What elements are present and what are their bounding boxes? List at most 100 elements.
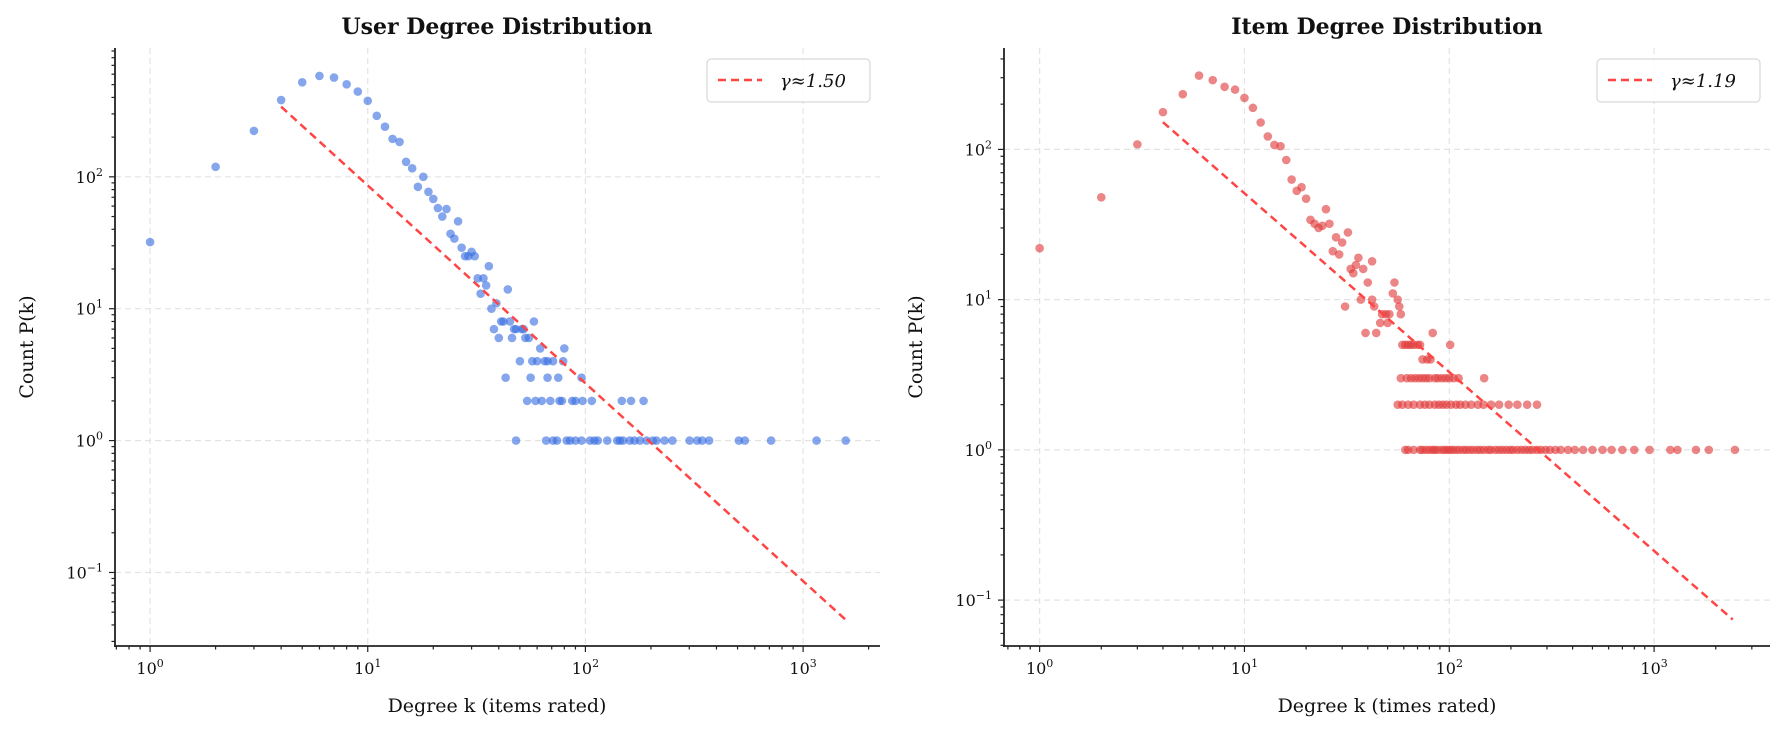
data-point bbox=[1504, 400, 1513, 409]
data-point bbox=[1479, 400, 1488, 409]
data-point bbox=[380, 122, 390, 131]
data-point bbox=[541, 436, 551, 445]
data-point bbox=[1208, 75, 1218, 85]
data-point bbox=[453, 217, 463, 226]
data-point bbox=[734, 436, 744, 445]
data-point bbox=[740, 436, 750, 445]
data-point bbox=[543, 373, 552, 382]
data-point bbox=[407, 164, 417, 173]
chart-title: User Degree Distribution bbox=[341, 14, 652, 40]
data-point bbox=[1563, 445, 1573, 455]
data-point bbox=[1194, 71, 1204, 80]
data-point bbox=[571, 396, 580, 406]
data-point bbox=[602, 436, 612, 445]
data-point bbox=[1598, 445, 1607, 455]
data-point bbox=[766, 436, 776, 445]
data-point bbox=[1281, 155, 1291, 165]
data-point bbox=[487, 304, 496, 314]
power-law-fit-line bbox=[1162, 121, 1734, 621]
data-point bbox=[529, 317, 539, 326]
data-point bbox=[428, 194, 438, 204]
data-point bbox=[1301, 194, 1311, 203]
y-tick-label: 102 bbox=[76, 166, 103, 187]
data-point bbox=[1178, 89, 1188, 99]
data-point bbox=[560, 344, 569, 353]
data-point bbox=[1666, 445, 1675, 455]
data-point bbox=[1409, 400, 1418, 409]
data-point bbox=[457, 243, 466, 253]
x-tick-label: 100 bbox=[136, 657, 163, 678]
data-point bbox=[526, 373, 535, 382]
legend: γ≈1.19 bbox=[1596, 58, 1761, 103]
data-point bbox=[578, 396, 587, 406]
data-point bbox=[519, 324, 528, 334]
plot-area: 100 101 102 103 10−1 100 101 102 bbox=[66, 48, 880, 678]
data-point bbox=[315, 71, 324, 81]
data-point bbox=[704, 436, 714, 445]
data-point bbox=[1494, 400, 1504, 409]
data-point bbox=[1297, 182, 1306, 192]
data-point bbox=[437, 212, 447, 221]
y-tick-label: 101 bbox=[965, 289, 992, 310]
data-point bbox=[1133, 140, 1142, 149]
legend-label: γ≈1.19 bbox=[1670, 71, 1736, 92]
data-point bbox=[507, 333, 517, 343]
data-point bbox=[1035, 243, 1044, 253]
plot-area: 100 101 102 103 10−1 100 101 102 bbox=[955, 48, 1770, 678]
legend-box bbox=[706, 58, 871, 103]
data-point bbox=[1096, 192, 1106, 202]
data-point bbox=[211, 162, 220, 172]
data-point bbox=[1340, 302, 1350, 311]
data-point bbox=[1351, 260, 1361, 270]
x-tick-label: 102 bbox=[1436, 657, 1463, 678]
data-point bbox=[618, 436, 628, 445]
data-point bbox=[297, 77, 307, 87]
y-axis-label: Count P(k) bbox=[905, 295, 927, 398]
data-point bbox=[494, 333, 504, 343]
data-point bbox=[1645, 445, 1654, 455]
data-point bbox=[401, 157, 411, 167]
data-point bbox=[1388, 289, 1398, 298]
data-point bbox=[1629, 445, 1639, 455]
data-point bbox=[626, 396, 636, 406]
data-point bbox=[1230, 85, 1240, 94]
data-point bbox=[481, 281, 491, 290]
item-degree-panel: Item Degree Distribution Degree k (times… bbox=[905, 14, 1770, 717]
data-point bbox=[499, 317, 508, 326]
data-point bbox=[395, 137, 404, 147]
data-point bbox=[249, 126, 259, 136]
data-point bbox=[1691, 445, 1701, 455]
data-point bbox=[1240, 93, 1249, 103]
data-point bbox=[511, 436, 521, 445]
data-point bbox=[276, 95, 286, 105]
x-tick-label: 101 bbox=[1231, 657, 1258, 678]
x-tick-label: 103 bbox=[789, 657, 816, 678]
data-point bbox=[522, 396, 532, 406]
data-point bbox=[1532, 400, 1542, 409]
data-point bbox=[537, 396, 547, 406]
data-point bbox=[1375, 318, 1385, 328]
data-point bbox=[145, 237, 155, 247]
data-point bbox=[577, 436, 586, 445]
y-tick-label: 10−1 bbox=[955, 589, 992, 610]
data-point bbox=[1343, 228, 1353, 237]
data-point bbox=[1730, 445, 1740, 455]
data-point bbox=[639, 396, 648, 406]
data-point bbox=[1445, 340, 1455, 350]
data-point bbox=[433, 203, 443, 213]
data-point bbox=[1428, 328, 1437, 338]
data-point bbox=[557, 396, 567, 406]
data-point bbox=[1220, 82, 1229, 92]
data-point bbox=[489, 324, 499, 334]
data-point bbox=[1256, 118, 1265, 127]
data-point bbox=[1328, 246, 1338, 256]
data-point bbox=[841, 436, 851, 445]
data-point bbox=[413, 182, 423, 192]
x-tick-label: 103 bbox=[1640, 657, 1667, 678]
data-point bbox=[1409, 445, 1418, 455]
data-point bbox=[353, 87, 363, 96]
data-point bbox=[1371, 328, 1381, 338]
data-point bbox=[1618, 445, 1627, 455]
data-point bbox=[1513, 400, 1522, 409]
